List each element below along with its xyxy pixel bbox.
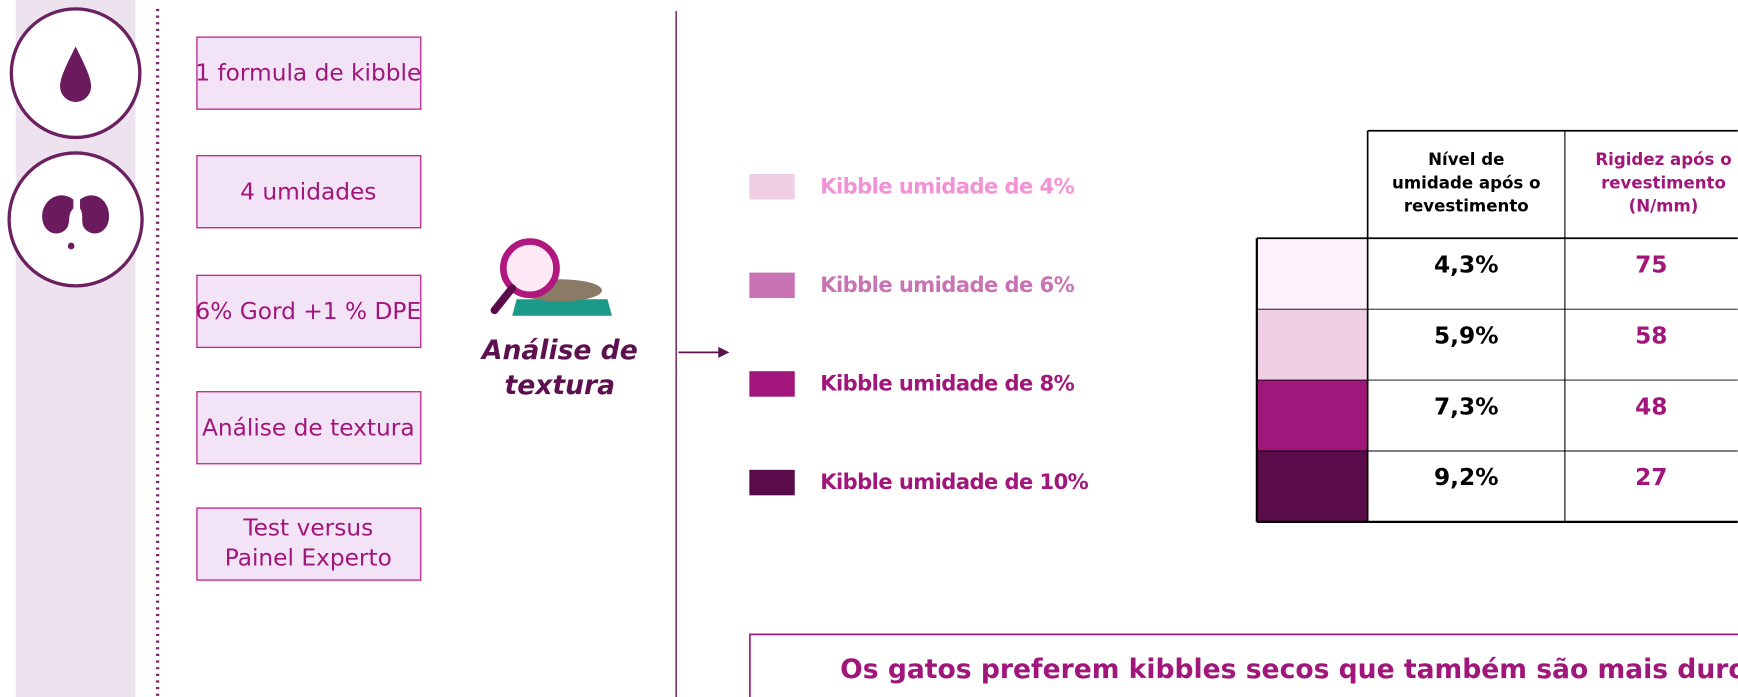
legend-swatch bbox=[749, 174, 794, 199]
step-label: 4 umidades bbox=[240, 178, 376, 205]
magnifier-icon bbox=[494, 242, 611, 316]
slide: 1 formula de kibble 4 umidades 6% Gord +1 … bbox=[0, 0, 1738, 697]
legend-label: Kibble umidade de 6% bbox=[820, 272, 1074, 297]
table-header: revestimento bbox=[1404, 197, 1529, 216]
steps: 1 formula de kibble 4 umidades 6% Gord +1 … bbox=[195, 37, 421, 580]
humidity-cell: 4,3% bbox=[1434, 251, 1499, 278]
icon-circle bbox=[9, 153, 142, 286]
legend-label: Kibble umidade de 4% bbox=[820, 173, 1074, 198]
row-swatch bbox=[1257, 309, 1368, 380]
rigidity-cell: 58 bbox=[1635, 322, 1667, 349]
legend-swatch bbox=[749, 371, 794, 396]
legend: Kibble umidade de 4% Kibble umidade de 6%… bbox=[749, 173, 1088, 495]
arrow-head bbox=[718, 347, 729, 358]
table: Nível de umidade após o revestimento Rigide… bbox=[1257, 131, 1738, 522]
table-header: umidade após o bbox=[1392, 173, 1540, 192]
humidity-cell: 7,3% bbox=[1434, 393, 1499, 420]
body: 1 formula de kibble 4 umidades 6% Gord +1 … bbox=[0, 0, 1738, 697]
step-label: 6% Gord +1 % DPE bbox=[195, 298, 421, 325]
legend-swatch bbox=[749, 273, 794, 298]
analysis-title: Análise de bbox=[480, 335, 638, 366]
table-header: Rigidez após o bbox=[1595, 150, 1731, 169]
step-label: 1 formula de kibble bbox=[195, 60, 421, 87]
legend-label: Kibble umidade de 8% bbox=[820, 371, 1074, 396]
legend-label: Kibble umidade de 10% bbox=[820, 469, 1088, 494]
rigidity-cell: 75 bbox=[1635, 251, 1667, 278]
row-swatch bbox=[1257, 380, 1368, 451]
table-header: Nível de bbox=[1428, 150, 1504, 169]
rigidity-cell: 27 bbox=[1635, 464, 1667, 491]
icon-dot bbox=[68, 243, 75, 250]
step-label: Análise de textura bbox=[202, 414, 415, 441]
analysis-title: textura bbox=[505, 370, 616, 401]
page: Análise de textura {"steps": ["1 formula… bbox=[0, 0, 1738, 697]
table-header: revestimento bbox=[1601, 173, 1726, 192]
row-swatch bbox=[1257, 451, 1368, 522]
step-label: Test versus bbox=[242, 515, 373, 542]
table-header: (N/mm) bbox=[1629, 197, 1699, 216]
conclusion: Os gatos preferem kibbles secos que tamb… bbox=[840, 654, 1738, 685]
rigidity-cell: 48 bbox=[1635, 393, 1667, 420]
step-label: Painel Experto bbox=[225, 545, 392, 572]
humidity-cell: 5,9% bbox=[1434, 322, 1499, 349]
humidity-cell: 9,2% bbox=[1434, 464, 1499, 491]
row-swatch bbox=[1257, 238, 1368, 309]
legend-swatch bbox=[749, 470, 794, 495]
